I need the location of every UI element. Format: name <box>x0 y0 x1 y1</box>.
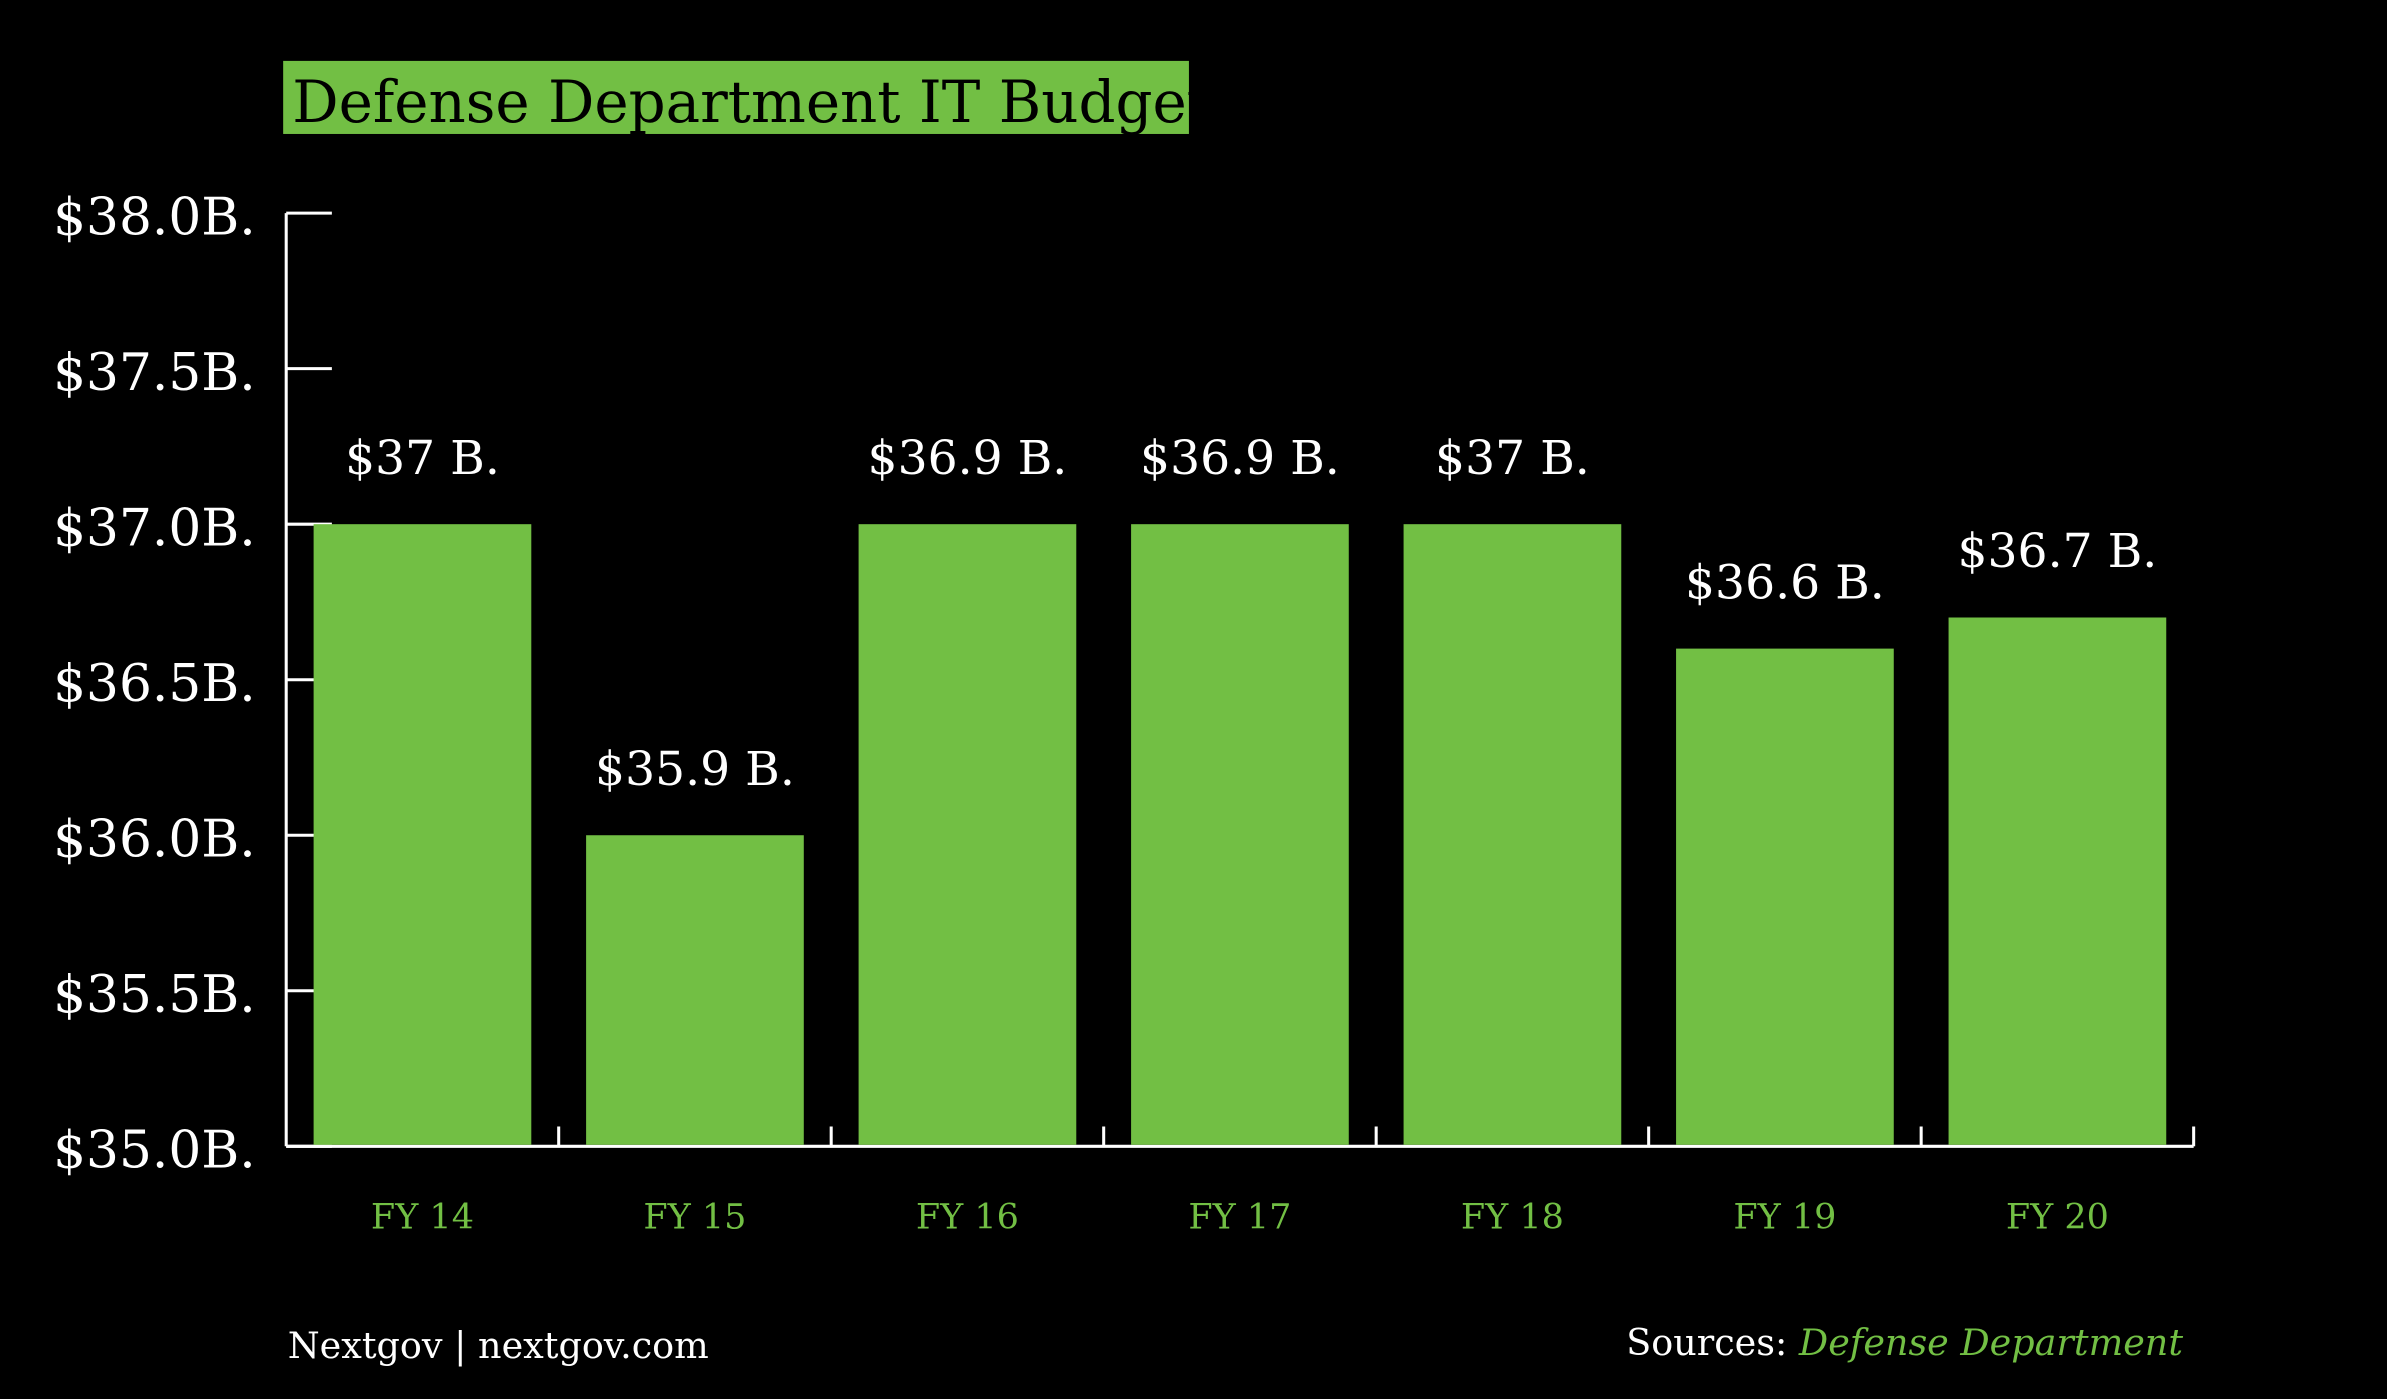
sources-text: Sources: Defense Department <box>1626 1321 2183 1364</box>
data-label: $35.9 B. <box>595 742 795 797</box>
x-tick-label: FY 17 <box>1188 1198 1291 1238</box>
x-tick-label: FY 16 <box>916 1198 1019 1238</box>
bars: $37 B. FY 14 $35.9 B. FY 15 $36.9 B. FY 16 $36… <box>313 431 2167 1238</box>
y-tick-label: $36.5B. <box>53 654 256 714</box>
y-tick-label: $37.0B. <box>53 498 256 558</box>
data-label: $36.6 B. <box>1685 555 1885 610</box>
data-label: $36.9 B. <box>1140 431 1340 486</box>
bar <box>1403 524 1622 1145</box>
y-tick-label: $37.5B. <box>53 343 256 403</box>
sources-value: Defense Department <box>1798 1321 2183 1364</box>
x-tick-label: FY 20 <box>2006 1198 2109 1238</box>
x-tick-label: FY 15 <box>643 1198 746 1238</box>
data-label: $36.9 B. <box>868 431 1068 486</box>
x-tick-label: FY 19 <box>1733 1198 1836 1238</box>
sources-label: Sources: <box>1626 1321 1787 1364</box>
y-tick-label: $36.0B. <box>53 810 256 870</box>
x-tick-label: FY 14 <box>371 1198 474 1238</box>
title-background <box>283 60 1189 134</box>
bar <box>586 835 804 1145</box>
bar <box>858 524 1077 1145</box>
y-tick-label: $35.0B. <box>53 1121 256 1181</box>
data-label: $37 B. <box>345 431 500 486</box>
y-tick-label: $35.5B. <box>53 965 256 1025</box>
bar <box>313 524 532 1145</box>
x-tick-label: FY 18 <box>1461 1198 1564 1238</box>
bar <box>1131 524 1349 1145</box>
credit-text: Nextgov | nextgov.com <box>288 1324 709 1367</box>
data-label: $36.7 B. <box>1958 524 2158 579</box>
axes: $35.0B. $35.5B. $36.0B. $36.5B. $37.0B. $37.5… <box>53 187 2196 1181</box>
y-tick-label: $38.0B. <box>53 187 256 247</box>
bar <box>1948 617 2167 1145</box>
chart-title: Defense Department IT Budget <box>292 68 1210 136</box>
bar <box>1676 648 1894 1145</box>
data-label: $37 B. <box>1435 431 1590 486</box>
